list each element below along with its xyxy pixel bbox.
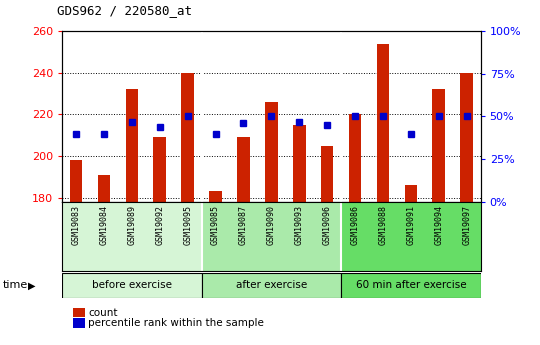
- Text: count: count: [88, 308, 118, 317]
- Bar: [293, 125, 306, 202]
- Text: ▶: ▶: [28, 280, 36, 290]
- Text: GSM19084: GSM19084: [99, 205, 109, 245]
- Bar: [349, 114, 361, 202]
- Bar: [210, 191, 222, 202]
- Text: GSM19085: GSM19085: [211, 205, 220, 245]
- Text: GSM19089: GSM19089: [127, 205, 136, 245]
- Bar: [126, 89, 138, 202]
- Text: GSM19092: GSM19092: [156, 205, 164, 245]
- Text: GSM19096: GSM19096: [323, 205, 332, 245]
- Text: percentile rank within the sample: percentile rank within the sample: [88, 318, 264, 328]
- Bar: [341, 273, 481, 298]
- Bar: [153, 137, 166, 202]
- Bar: [98, 175, 110, 202]
- Bar: [201, 202, 341, 271]
- Text: GSM19087: GSM19087: [239, 205, 248, 245]
- Text: GSM19086: GSM19086: [350, 205, 360, 245]
- Bar: [321, 146, 333, 202]
- Text: GSM19095: GSM19095: [183, 205, 192, 245]
- Bar: [237, 137, 249, 202]
- Text: after exercise: after exercise: [236, 280, 307, 290]
- Bar: [461, 73, 473, 202]
- Text: GSM19090: GSM19090: [267, 205, 276, 245]
- Text: GSM19083: GSM19083: [71, 205, 80, 245]
- Text: GSM19094: GSM19094: [434, 205, 443, 245]
- Bar: [433, 89, 445, 202]
- Bar: [62, 202, 201, 271]
- Text: GDS962 / 220580_at: GDS962 / 220580_at: [57, 4, 192, 17]
- Text: GSM19097: GSM19097: [462, 205, 471, 245]
- Bar: [404, 185, 417, 202]
- Text: 60 min after exercise: 60 min after exercise: [355, 280, 466, 290]
- Bar: [181, 73, 194, 202]
- Bar: [377, 43, 389, 202]
- Bar: [201, 273, 341, 298]
- Text: GSM19091: GSM19091: [406, 205, 415, 245]
- Text: time: time: [3, 280, 28, 290]
- Text: before exercise: before exercise: [92, 280, 172, 290]
- Text: GSM19093: GSM19093: [295, 205, 303, 245]
- Bar: [265, 102, 278, 202]
- Bar: [70, 160, 82, 202]
- Bar: [62, 273, 201, 298]
- Text: GSM19088: GSM19088: [379, 205, 388, 245]
- Bar: [341, 202, 481, 271]
